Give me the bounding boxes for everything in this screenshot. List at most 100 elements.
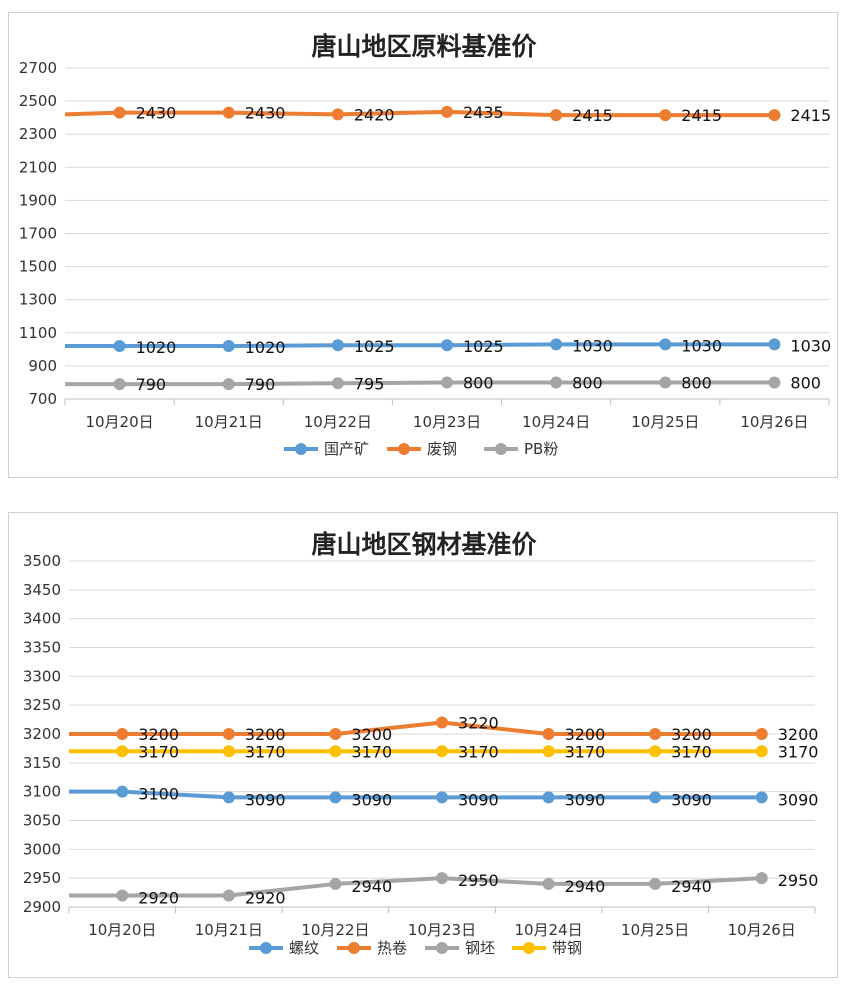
y-tick-label: 2100 — [19, 158, 57, 176]
x-tick-label: 10月26日 — [728, 921, 796, 939]
data-point — [755, 728, 768, 740]
chart-title: 唐山地区原料基准价 — [311, 32, 537, 61]
steel-chart-panel: 唐山地区钢材基准价 2900 2950 3000 3050 3100 3150 3200 325… — [8, 512, 838, 978]
data-point — [113, 106, 126, 119]
y-tick-label: 900 — [28, 357, 57, 375]
y-tick-label: 1700 — [19, 225, 57, 243]
x-tick-label: 10月20日 — [85, 413, 153, 431]
data-point — [222, 106, 235, 119]
data-point — [331, 339, 344, 352]
data-label: 2940 — [351, 877, 392, 896]
data-label: 790 — [245, 375, 276, 394]
data-point — [659, 109, 672, 122]
raw-material-chart: 唐山地区原料基准价 700 900 1100 1300 1500 1700 1900 2100 2… — [19, 32, 831, 458]
data-label: 795 — [354, 374, 385, 393]
data-label: 2415 — [790, 106, 831, 125]
data-point — [659, 338, 672, 351]
data-point — [441, 105, 453, 118]
data-label: 3200 — [138, 725, 179, 744]
data-label: 800 — [790, 373, 821, 392]
data-label: 3170 — [458, 742, 499, 761]
data-point — [222, 791, 235, 804]
data-label: 2430 — [136, 104, 177, 123]
data-label: 3220 — [458, 713, 499, 732]
y-tick-label: 3500 — [23, 552, 61, 570]
x-tick-label: 10月21日 — [195, 413, 263, 431]
series-line — [69, 720, 762, 736]
data-point — [649, 745, 662, 758]
data-point — [222, 745, 235, 758]
data-point — [331, 377, 344, 390]
data-label: 2420 — [354, 105, 395, 124]
data-point — [329, 791, 342, 804]
x-tick-label: 10月24日 — [514, 921, 582, 939]
y-tick-label: 2300 — [19, 125, 57, 143]
legend-swatch-marker — [295, 443, 307, 455]
y-tick-label: 1900 — [19, 191, 57, 209]
data-point — [116, 889, 129, 902]
data-label: 3090 — [245, 790, 286, 809]
series-line — [69, 789, 762, 800]
data-label: 800 — [572, 373, 603, 392]
x-tick-label: 10月20日 — [88, 921, 156, 939]
y-tick-label: 3100 — [23, 783, 61, 801]
legend-label: 热卷 — [377, 939, 407, 957]
legend-label: 废钢 — [427, 440, 457, 458]
data-label: 3200 — [778, 725, 819, 744]
data-label: 2435 — [463, 103, 504, 122]
data-label: 1030 — [681, 336, 722, 355]
data-point — [329, 745, 342, 758]
data-point — [659, 376, 672, 389]
y-tick-label: 2500 — [19, 92, 57, 110]
data-label: 2920 — [245, 888, 286, 907]
y-tick-label: 3300 — [23, 667, 61, 685]
y-tick-label: 2900 — [23, 898, 61, 916]
data-label: 1025 — [463, 337, 504, 356]
y-tick-label: 3450 — [23, 581, 61, 599]
data-point — [768, 376, 781, 389]
data-label: 1020 — [136, 338, 177, 357]
data-point — [542, 791, 555, 804]
data-point — [113, 340, 126, 353]
data-label: 800 — [463, 373, 494, 392]
y-tick-label: 3400 — [23, 610, 61, 628]
x-tick-label: 10月22日 — [304, 413, 372, 431]
data-label: 3170 — [671, 742, 712, 761]
data-label: 3090 — [565, 790, 606, 809]
y-tick-label: 3150 — [23, 754, 61, 772]
series-line — [69, 876, 762, 898]
x-tick-label: 10月21日 — [195, 921, 263, 939]
x-tick-label: 10月25日 — [621, 921, 689, 939]
data-point — [550, 109, 563, 122]
data-label: 2950 — [778, 871, 819, 890]
data-label: 3200 — [671, 725, 712, 744]
data-label: 3200 — [565, 725, 606, 744]
data-label: 3170 — [245, 742, 286, 761]
data-label: 2920 — [138, 888, 179, 907]
legend-swatch-marker — [260, 942, 272, 954]
data-point — [649, 877, 662, 890]
y-tick-label: 3250 — [23, 696, 61, 714]
y-tick-label: 700 — [28, 390, 57, 408]
x-tick-label: 10月23日 — [408, 921, 476, 939]
data-label: 3200 — [245, 725, 286, 744]
x-tick-label: 10月26日 — [740, 413, 808, 431]
y-tick-label: 2950 — [23, 869, 61, 887]
data-label: 2950 — [458, 871, 499, 890]
y-tick-label: 1300 — [19, 291, 57, 309]
y-tick-label: 1500 — [19, 258, 57, 276]
data-label: 3090 — [458, 790, 499, 809]
series-line — [65, 380, 775, 387]
data-point — [550, 376, 563, 389]
data-label: 1030 — [790, 336, 831, 355]
data-label: 3170 — [138, 742, 179, 761]
data-point — [436, 872, 448, 885]
series-line — [65, 342, 775, 349]
data-point — [542, 728, 555, 740]
data-point — [331, 108, 344, 121]
data-point — [768, 109, 781, 122]
data-label: 2415 — [681, 106, 722, 125]
data-point — [542, 877, 555, 890]
data-label: 1025 — [354, 337, 395, 356]
data-point — [116, 728, 129, 740]
